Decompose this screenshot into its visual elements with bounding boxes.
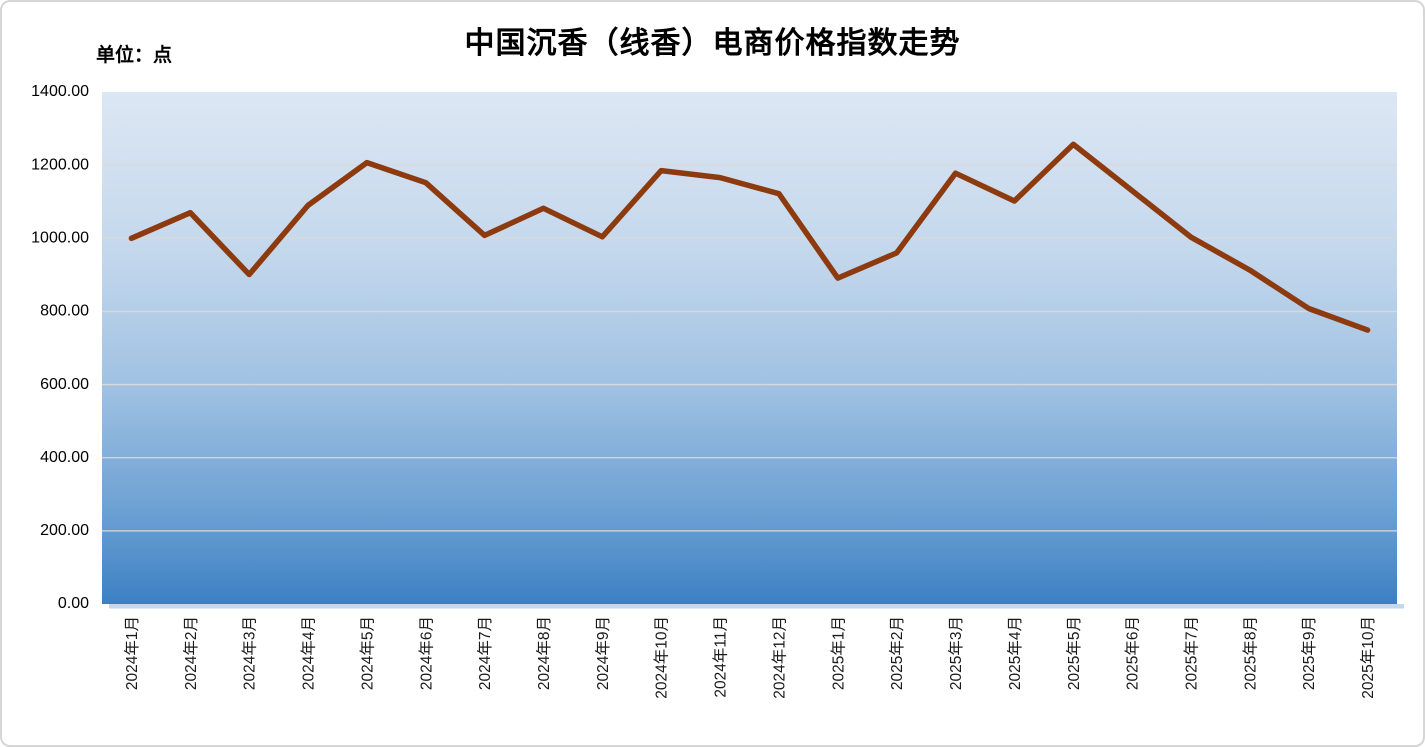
x-axis-tick-label: 2025年7月 bbox=[1182, 616, 1200, 690]
x-axis-tick-label: 2024年12月 bbox=[770, 616, 788, 699]
x-axis-tick-label: 2025年8月 bbox=[1241, 616, 1259, 690]
x-axis-tick-label: 2025年9月 bbox=[1300, 616, 1318, 690]
x-axis-tick-label: 2025年10月 bbox=[1359, 616, 1377, 699]
x-axis-tick-label: 2024年7月 bbox=[476, 616, 494, 690]
x-axis-tick-label: 2024年3月 bbox=[241, 616, 259, 690]
y-axis-tick-label: 1200.00 bbox=[31, 156, 89, 173]
x-axis-tick-label: 2024年6月 bbox=[417, 616, 435, 690]
y-axis-tick-label: 1400.00 bbox=[31, 83, 89, 100]
y-axis-tick-label: 600.00 bbox=[40, 376, 89, 393]
x-axis-tick-label: 2024年2月 bbox=[182, 616, 200, 690]
chart-title: 中国沉香（线香）电商价格指数走势 bbox=[464, 27, 961, 60]
x-axis-tick-label: 2025年5月 bbox=[1065, 616, 1083, 690]
x-axis-tick-label: 2025年4月 bbox=[1006, 616, 1024, 690]
x-axis-tick-label: 2025年2月 bbox=[888, 616, 906, 690]
y-axis-tick-label: 1000.00 bbox=[31, 230, 89, 247]
x-axis-tick-label: 2024年11月 bbox=[712, 616, 730, 698]
x-axis-tick-label: 2025年1月 bbox=[829, 616, 847, 690]
y-axis-tick-label: 400.00 bbox=[40, 449, 89, 466]
x-axis-tick-label: 2024年1月 bbox=[123, 616, 141, 690]
plot-area-background bbox=[102, 92, 1397, 604]
x-axis-tick-label: 2024年9月 bbox=[594, 616, 612, 690]
y-axis-tick-label: 200.00 bbox=[40, 522, 89, 539]
unit-label: 单位：点 bbox=[96, 45, 173, 66]
x-axis-tick-label: 2025年3月 bbox=[947, 616, 965, 690]
x-axis-tick-label: 2024年5月 bbox=[358, 616, 376, 690]
x-axis-tick-label: 2024年8月 bbox=[535, 616, 553, 690]
y-axis-tick-label: 0.00 bbox=[58, 595, 89, 612]
x-axis-tick-label: 2024年4月 bbox=[300, 616, 318, 690]
x-axis-tick-label: 2025年6月 bbox=[1124, 616, 1142, 690]
y-axis-tick-label: 800.00 bbox=[40, 303, 89, 320]
x-axis-tick-label: 2024年10月 bbox=[653, 616, 671, 699]
price-index-line bbox=[128, 141, 1371, 333]
plot-area-shadow bbox=[109, 604, 1404, 609]
